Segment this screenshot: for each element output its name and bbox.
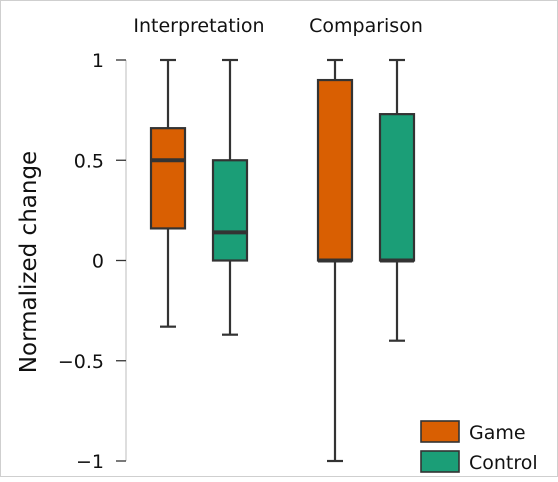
y-tick-label: 1 xyxy=(92,50,104,72)
group-title-interpretation: Interpretation xyxy=(133,15,264,37)
box-game-comparison xyxy=(316,58,354,463)
box-control-interpretation xyxy=(211,58,249,336)
y-tick-label: 0 xyxy=(92,251,104,273)
y-tick-label: −1 xyxy=(76,451,104,473)
plot-area: Interpretation Comparison xyxy=(133,15,423,463)
legend: Game Control xyxy=(420,420,538,474)
box-game-interpretation xyxy=(149,58,187,328)
y-axis: 1 0.5 0 −0.5 −1 Normalized change xyxy=(16,50,127,473)
y-axis-title: Normalized change xyxy=(16,151,42,373)
iqr-box xyxy=(211,159,249,262)
legend-swatch-game xyxy=(420,420,460,443)
legend-label-control: Control xyxy=(469,452,538,474)
legend-swatch-control xyxy=(420,450,460,473)
iqr-box xyxy=(316,78,354,262)
iqr-box xyxy=(149,127,187,230)
iqr-box xyxy=(378,113,416,262)
legend-label-game: Game xyxy=(469,422,526,444)
box-control-comparison xyxy=(378,58,416,342)
y-tick-label: 0.5 xyxy=(74,150,104,172)
group-title-comparison: Comparison xyxy=(309,15,423,37)
y-tick-label: −0.5 xyxy=(58,351,104,373)
